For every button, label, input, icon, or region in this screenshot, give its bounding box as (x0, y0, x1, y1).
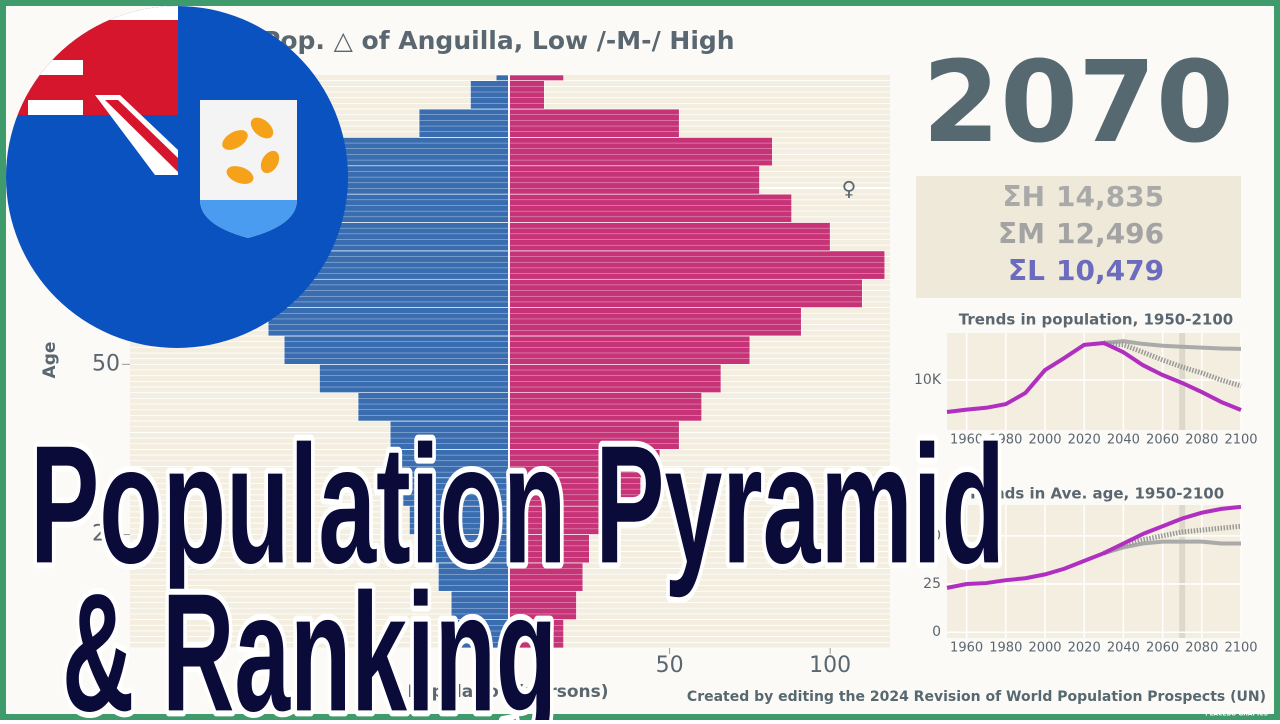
sum-label: ΣH (1002, 180, 1045, 213)
sum-value: 14,835 (1056, 180, 1164, 213)
sum-value: 12,496 (1056, 217, 1164, 250)
annotation: ♀ (842, 177, 857, 201)
series-line (1103, 539, 1241, 556)
x-tick-label: 50 (656, 653, 684, 678)
x-tick-label: 2060 (1146, 641, 1179, 656)
overlay-title: & Ranking (62, 558, 557, 720)
y-tick-label: 20 (92, 522, 120, 547)
x-tick-label: 2000 (1028, 641, 1061, 656)
male-bar (283, 335, 510, 365)
female-bar (508, 364, 722, 394)
chart-title: Trends in Ave. age, 1950-2100 (968, 485, 1224, 503)
x-tick-label: 1960 (950, 641, 983, 656)
series-line (1102, 523, 1242, 556)
male-bar (418, 108, 510, 138)
watermark: PLACEBO GRAPICS (1205, 711, 1268, 718)
male-bar (328, 137, 510, 167)
x-tick-label: 1980 (989, 641, 1022, 656)
series-line (1103, 340, 1242, 389)
female-bar (508, 80, 545, 110)
female-bar (508, 74, 564, 81)
y-axis-label: Age (40, 342, 60, 379)
x-tick-label: 2020 (1068, 433, 1101, 448)
x-tick-label: 2040 (1107, 433, 1140, 448)
sum-label: ΣL (1008, 254, 1045, 287)
female-bar (508, 165, 760, 195)
x-tick-label: 2080 (1185, 433, 1218, 448)
female-bar (508, 562, 584, 592)
x-tick-label: 2080 (1185, 641, 1218, 656)
y-tick-label: 25 (923, 576, 941, 592)
male-bar (319, 364, 510, 394)
plot-area (947, 333, 1241, 430)
chart-title: Pop. △ of Anguilla, Low /-M-/ High (262, 26, 735, 55)
female-bar (508, 477, 641, 507)
chart-title: Trends in population, 1950-2100 (959, 311, 1233, 329)
male-bar (399, 449, 510, 479)
x-tick-label: 2000 (1028, 433, 1061, 448)
credit: Created by editing the 2024 Revision of … (687, 689, 1266, 705)
overlay-title: Population Pyramid (30, 410, 1005, 598)
female-bar (508, 250, 886, 280)
x-tick-label: 2020 (1068, 641, 1101, 656)
male-bar (389, 420, 510, 450)
y-tick-label: 50 (92, 351, 120, 376)
x-tick-label: 2040 (1107, 641, 1140, 656)
sum-box (916, 176, 1241, 298)
series-line (946, 340, 1242, 415)
sum-value: 10,479 (1056, 254, 1164, 287)
female-bar (508, 222, 831, 252)
sum-label: ΣM (998, 217, 1045, 250)
x-tick-label: 100 (809, 653, 851, 678)
female-bar (508, 335, 751, 365)
x-tick-label: 2060 (1146, 433, 1179, 448)
female-bar (508, 108, 680, 138)
female-bar (508, 307, 802, 337)
y-tick-label: 0 (932, 624, 941, 640)
year: 2070 (922, 38, 1234, 168)
plot-area (947, 505, 1241, 638)
female-bar (508, 137, 773, 167)
female-bar (508, 193, 792, 223)
x-tick-label: 2100 (1224, 433, 1257, 448)
male-bar (402, 477, 510, 507)
male-bar (470, 80, 510, 110)
series-line (946, 504, 1242, 590)
female-bar (508, 278, 863, 308)
male-bar (267, 307, 510, 337)
year-marker (1179, 505, 1186, 638)
x-tick-label: 1980 (989, 433, 1022, 448)
x-tick-label: 2100 (1224, 641, 1257, 656)
male-bar (495, 74, 510, 81)
male-bar (418, 534, 510, 564)
x-axis-label: Population (persons) (407, 682, 608, 702)
female-bar (508, 505, 600, 535)
y-tick-label: 50 (923, 528, 941, 544)
male-bar (450, 590, 510, 620)
female-bar (508, 392, 703, 422)
x-tick-label: 1960 (950, 433, 983, 448)
series-line (1103, 339, 1242, 351)
overlay: Population Pyramid& Ranking (24, 404, 1011, 724)
y-tick-label: 10K (914, 372, 942, 388)
